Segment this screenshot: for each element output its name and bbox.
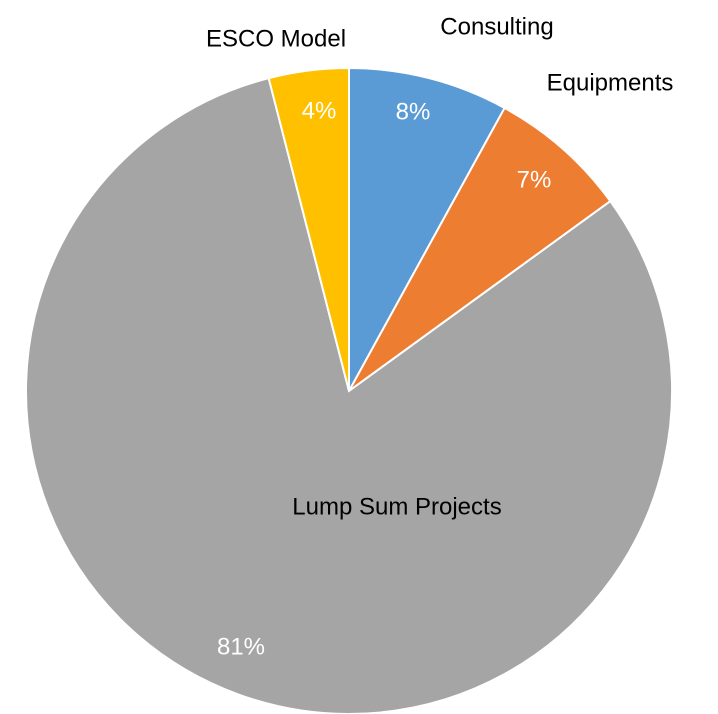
pie-slice [25,76,673,714]
slice-label: ESCO Model [206,25,346,52]
value-label: 4% [302,97,337,124]
slice-label: Equipments [547,69,674,96]
pie-slice [348,66,506,392]
value-label: 7% [517,166,552,193]
slice-label: Lump Sum Projects [292,493,501,520]
slice-label: Consulting [440,13,553,40]
value-label: 8% [396,98,431,125]
pie-slice [267,66,350,392]
value-label: 81% [217,633,265,660]
pie-slice [348,106,612,392]
